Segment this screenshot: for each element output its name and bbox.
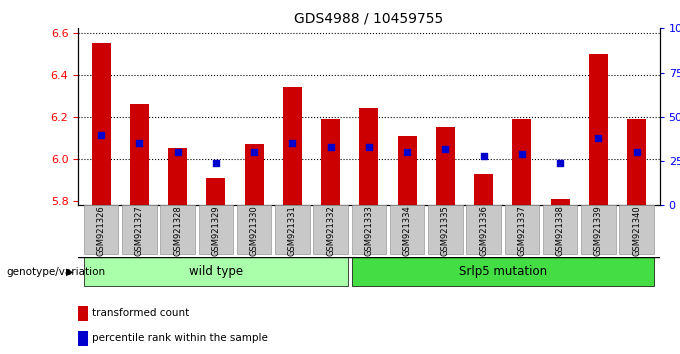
FancyBboxPatch shape — [122, 205, 156, 254]
Point — [363, 144, 374, 150]
Text: GSM921332: GSM921332 — [326, 205, 335, 256]
Bar — [206, 178, 226, 205]
FancyBboxPatch shape — [466, 205, 501, 254]
Title: GDS4988 / 10459755: GDS4988 / 10459755 — [294, 12, 443, 26]
Bar — [78, 331, 88, 346]
Point — [478, 153, 489, 159]
FancyBboxPatch shape — [543, 205, 577, 254]
Text: GSM921338: GSM921338 — [556, 205, 564, 256]
Text: GSM921335: GSM921335 — [441, 205, 450, 256]
Bar — [92, 43, 111, 205]
FancyBboxPatch shape — [352, 257, 654, 286]
Text: GSM921334: GSM921334 — [403, 205, 411, 256]
Text: GSM921329: GSM921329 — [211, 205, 220, 256]
FancyBboxPatch shape — [313, 205, 348, 254]
FancyBboxPatch shape — [619, 205, 654, 254]
Bar — [627, 119, 646, 205]
Bar — [589, 53, 608, 205]
Text: GSM921331: GSM921331 — [288, 205, 297, 256]
Text: GSM921337: GSM921337 — [517, 205, 526, 256]
Point — [96, 132, 107, 137]
Text: GSM921327: GSM921327 — [135, 205, 144, 256]
FancyBboxPatch shape — [199, 205, 233, 254]
Point — [402, 149, 413, 155]
Bar — [78, 306, 88, 321]
Text: GSM921336: GSM921336 — [479, 205, 488, 256]
Text: genotype/variation: genotype/variation — [7, 267, 106, 277]
FancyBboxPatch shape — [237, 205, 271, 254]
Text: Srlp5 mutation: Srlp5 mutation — [459, 265, 547, 278]
Bar — [359, 108, 379, 205]
Text: ▶: ▶ — [66, 267, 73, 277]
Bar — [398, 136, 417, 205]
Point — [593, 135, 604, 141]
Bar — [512, 119, 532, 205]
FancyBboxPatch shape — [275, 205, 309, 254]
Bar — [321, 119, 340, 205]
FancyBboxPatch shape — [505, 205, 539, 254]
Text: percentile rank within the sample: percentile rank within the sample — [92, 333, 269, 343]
Point — [517, 151, 528, 157]
FancyBboxPatch shape — [160, 205, 195, 254]
Text: transformed count: transformed count — [92, 308, 190, 318]
Point — [325, 144, 336, 150]
Point — [555, 160, 566, 166]
FancyBboxPatch shape — [581, 205, 615, 254]
Point — [249, 149, 260, 155]
FancyBboxPatch shape — [352, 205, 386, 254]
FancyBboxPatch shape — [428, 205, 462, 254]
Bar — [436, 127, 455, 205]
FancyBboxPatch shape — [84, 205, 118, 254]
Bar — [130, 104, 149, 205]
Point — [134, 141, 145, 146]
Text: wild type: wild type — [189, 265, 243, 278]
Bar — [551, 199, 570, 205]
Point — [172, 149, 183, 155]
FancyBboxPatch shape — [390, 205, 424, 254]
Bar — [474, 174, 493, 205]
Point — [210, 160, 221, 166]
Bar — [168, 148, 187, 205]
Bar — [245, 144, 264, 205]
Text: GSM921328: GSM921328 — [173, 205, 182, 256]
Text: GSM921330: GSM921330 — [250, 205, 258, 256]
Point — [287, 141, 298, 146]
Text: GSM921333: GSM921333 — [364, 205, 373, 256]
Text: GSM921339: GSM921339 — [594, 205, 603, 256]
FancyBboxPatch shape — [84, 257, 348, 286]
Point — [440, 146, 451, 152]
Bar — [283, 87, 302, 205]
Text: GSM921326: GSM921326 — [97, 205, 105, 256]
Text: GSM921340: GSM921340 — [632, 205, 641, 256]
Point — [631, 149, 642, 155]
